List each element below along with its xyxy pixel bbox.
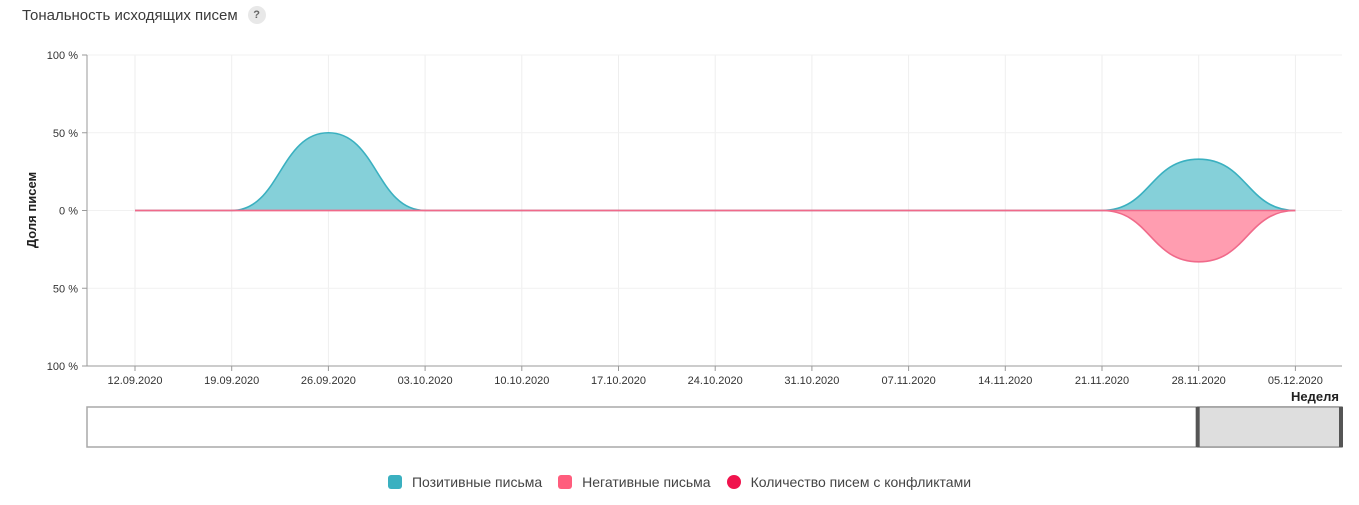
x-tick-label: 17.10.2020 — [591, 375, 646, 387]
x-tick-labels: 12.09.2020 19.09.2020 26.09.2020 03.10.2020… — [107, 366, 1323, 387]
x-axis-title: Неделя — [1291, 389, 1339, 404]
x-tick-label: 14.11.2020 — [978, 375, 1032, 387]
chart-legend: Позитивные письма Негативные письма Коли… — [0, 474, 1359, 490]
legend-item-positive[interactable]: Позитивные письма — [387, 474, 543, 490]
x-tick-label: 19.09.2020 — [204, 375, 259, 387]
legend-item-negative[interactable]: Негативные письма — [558, 474, 711, 490]
tone-chart: 100 % 50 % 0 % 50 % 100 % 12.09.2020 19.09.20… — [24, 50, 1343, 448]
navigator-track[interactable] — [86, 406, 1343, 448]
legend-item-conflicts[interactable]: Количество писем с конфликтами — [726, 474, 972, 490]
x-tick-label: 21.11.2020 — [1075, 375, 1129, 387]
navigator-left-handle[interactable] — [1195, 407, 1200, 447]
chart-title: Тональность исходящих писем — [22, 6, 238, 24]
legend-swatch — [387, 475, 402, 489]
y-tick-label: 100 % — [47, 50, 78, 62]
navigator-window[interactable] — [1197, 406, 1343, 448]
y-tick-label: 50 % — [53, 128, 78, 140]
legend-label: Количество писем с конфликтами — [750, 474, 972, 490]
x-tick-label: 26.09.2020 — [301, 375, 356, 387]
x-tick-label: 31.10.2020 — [784, 375, 839, 387]
y-axis-title: Доля писем — [24, 172, 39, 248]
y-tick-label: 50 % — [53, 283, 78, 295]
x-tick-label: 12.09.2020 — [107, 375, 162, 387]
x-tick-label: 07.11.2020 — [881, 375, 935, 387]
y-tick-label: 100 % — [47, 361, 78, 373]
legend-swatch — [558, 475, 573, 489]
x-tick-label: 05.12.2020 — [1268, 375, 1323, 387]
x-tick-label: 10.10.2020 — [494, 375, 549, 387]
series-area-fill — [135, 210, 1296, 262]
x-tick-label: 28.11.2020 — [1172, 375, 1226, 387]
y-tick-labels: 100 % 50 % 0 % 50 % 100 % — [47, 50, 87, 373]
chart-header: Тональность исходящих писем ? — [22, 6, 266, 24]
x-tick-label: 24.10.2020 — [688, 375, 743, 387]
legend-label: Позитивные письма — [411, 474, 543, 490]
range-navigator[interactable] — [86, 406, 1343, 448]
legend-label: Негативные письма — [582, 474, 711, 490]
help-icon[interactable]: ? — [247, 6, 266, 24]
navigator-right-handle[interactable] — [1339, 407, 1343, 447]
legend-swatch — [726, 475, 741, 489]
x-tick-label: 03.10.2020 — [398, 375, 453, 387]
series-areas — [134, 131, 1296, 263]
series-area-fill — [135, 132, 1296, 211]
y-tick-label: 0 % — [59, 206, 78, 218]
